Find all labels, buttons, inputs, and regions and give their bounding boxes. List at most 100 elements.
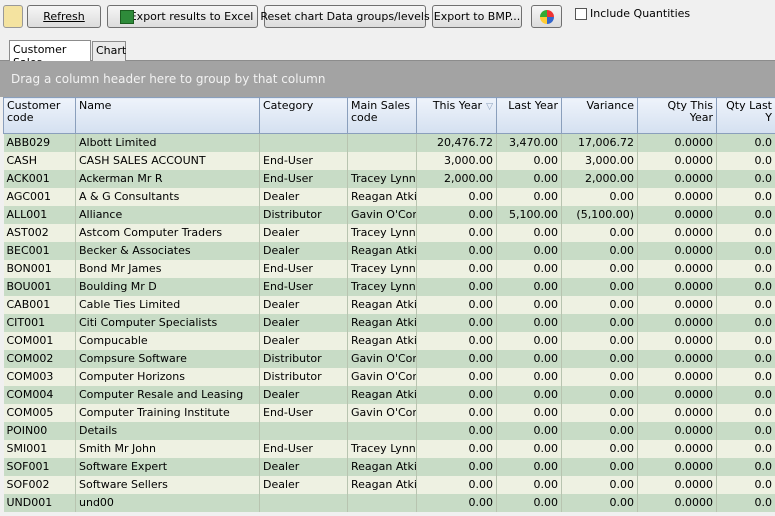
- grid-row: UND001und000.000.000.000.00000.0: [4, 494, 775, 512]
- sort-arrow: ▽: [486, 102, 493, 112]
- grid-cell: ACK001: [4, 170, 76, 188]
- grid-cell: UND001: [4, 494, 76, 512]
- grid-cell: Dealer: [260, 476, 348, 494]
- column-header[interactable]: Category: [260, 98, 348, 134]
- grid-row: BEC001Becker & AssociatesDealerReagan At…: [4, 242, 775, 260]
- grid-cell: End-User: [260, 440, 348, 458]
- grid-cell: 0.00: [497, 314, 562, 332]
- grid-cell: 0.00: [497, 296, 562, 314]
- grid-cell: Computer Horizons: [76, 368, 260, 386]
- column-header[interactable]: Qty Last Y: [717, 98, 775, 134]
- grid-cell: 0.0000: [638, 386, 717, 404]
- grid-cell: 0.00: [497, 494, 562, 512]
- grid-cell: 0.0: [717, 458, 775, 476]
- column-header[interactable]: Customer code: [4, 98, 76, 134]
- grid-cell: 0.00: [497, 404, 562, 422]
- refresh-button[interactable]: Refresh: [27, 5, 101, 28]
- grid-cell: 0.00: [417, 314, 497, 332]
- export-bmp-button[interactable]: Export to BMP...: [432, 5, 522, 28]
- grid-row: COM002Compsure SoftwareDistributorGavin …: [4, 350, 775, 368]
- grid-row: CAB001Cable Ties LimitedDealerReagan Atk…: [4, 296, 775, 314]
- grid-row: POIN00Details0.000.000.000.00000.0: [4, 422, 775, 440]
- grid-cell: 0.0: [717, 386, 775, 404]
- grid-cell: Bond Mr James: [76, 260, 260, 278]
- grid-cell: 0.0: [717, 296, 775, 314]
- tab[interactable]: Customer Sales: [9, 40, 91, 62]
- grid-cell: Becker & Associates: [76, 242, 260, 260]
- grid-cell: Reagan Atkir: [348, 458, 417, 476]
- column-header[interactable]: Name: [76, 98, 260, 134]
- grid-cell: 0.00: [497, 152, 562, 170]
- grid-cell: Tracey Lynn: [348, 278, 417, 296]
- grid-row: SMI001Smith Mr JohnEnd-UserTracey Lynn0.…: [4, 440, 775, 458]
- grid-cell: 0.00: [562, 296, 638, 314]
- palette-button[interactable]: [531, 5, 562, 28]
- grid-cell: Distributor: [260, 206, 348, 224]
- grid-cell: 17,006.72: [562, 134, 638, 152]
- grid-cell: 0.00: [417, 278, 497, 296]
- grid-cell: 0.0000: [638, 224, 717, 242]
- tab[interactable]: Chart: [92, 41, 126, 61]
- column-header[interactable]: Variance: [562, 98, 638, 134]
- palette-icon: [540, 10, 554, 24]
- grid-cell: Software Expert: [76, 458, 260, 476]
- grid-cell: 0.00: [562, 368, 638, 386]
- grid-cell: Dealer: [260, 242, 348, 260]
- grid-cell: Reagan Atkir: [348, 332, 417, 350]
- grid-cell: 0.00: [417, 206, 497, 224]
- column-header[interactable]: Qty This Year: [638, 98, 717, 134]
- grid-cell: 0.00: [562, 422, 638, 440]
- column-header[interactable]: This Year▽: [417, 98, 497, 134]
- include-quantities-checkbox[interactable]: [575, 8, 587, 20]
- grid-cell: 0.00: [417, 242, 497, 260]
- grid-cell: 0.00: [497, 332, 562, 350]
- grid-cell: 0.00: [417, 368, 497, 386]
- grid-cell: 0.0: [717, 440, 775, 458]
- grid-cell: 0.0: [717, 278, 775, 296]
- grid-cell: CIT001: [4, 314, 76, 332]
- reset-chart-button[interactable]: Reset chart Data groups/levels: [264, 5, 426, 28]
- grid-cell: 0.0: [717, 260, 775, 278]
- grid-cell: 0.0: [717, 332, 775, 350]
- grid-cell: Tracey Lynn: [348, 170, 417, 188]
- grid-cell: 0.0000: [638, 314, 717, 332]
- grid-cell: POIN00: [4, 422, 76, 440]
- grid-cell: 0.00: [417, 458, 497, 476]
- group-panel: Drag a column header here to group by th…: [0, 61, 775, 97]
- column-header[interactable]: Main Sales code: [348, 98, 417, 134]
- grid-cell: 3,000.00: [417, 152, 497, 170]
- grid-cell: 0.0000: [638, 278, 717, 296]
- grid-cell: 0.00: [562, 440, 638, 458]
- grid-cell: Cable Ties Limited: [76, 296, 260, 314]
- grid-cell: End-User: [260, 278, 348, 296]
- grid-cell: 0.00: [497, 224, 562, 242]
- grid-cell: BON001: [4, 260, 76, 278]
- grid-cell: CASH: [4, 152, 76, 170]
- grid-cell: 0.0000: [638, 188, 717, 206]
- grid-cell: Details: [76, 422, 260, 440]
- grid-cell: 0.00: [562, 494, 638, 512]
- grid-cell: Dealer: [260, 332, 348, 350]
- grid-cell: 0.00: [562, 278, 638, 296]
- grid-cell: [260, 494, 348, 512]
- column-header[interactable]: Last Year: [497, 98, 562, 134]
- grid-row: COM001CompucableDealerReagan Atkir0.000.…: [4, 332, 775, 350]
- grid-cell: 0.0: [717, 476, 775, 494]
- grid-row: BON001Bond Mr JamesEnd-UserTracey Lynn0.…: [4, 260, 775, 278]
- app-icon-button[interactable]: [3, 5, 23, 28]
- header-row: Customer codeNameCategoryMain Sales code…: [4, 98, 775, 134]
- grid-cell: Astcom Computer Traders: [76, 224, 260, 242]
- grid-cell: Tracey Lynn: [348, 260, 417, 278]
- grid-cell: 0.00: [562, 458, 638, 476]
- grid-cell: 2,000.00: [417, 170, 497, 188]
- grid-row: COM004Computer Resale and LeasingDealerR…: [4, 386, 775, 404]
- grid-cell: BOU001: [4, 278, 76, 296]
- grid-cell: 0.0000: [638, 404, 717, 422]
- grid-cell: Distributor: [260, 368, 348, 386]
- grid-cell: Boulding Mr D: [76, 278, 260, 296]
- grid-cell: 0.00: [497, 260, 562, 278]
- grid-cell: Alliance: [76, 206, 260, 224]
- grid-cell: 0.00: [497, 458, 562, 476]
- checkbox-label[interactable]: Include Quantities: [590, 7, 690, 20]
- grid-cell: Albott Limited: [76, 134, 260, 152]
